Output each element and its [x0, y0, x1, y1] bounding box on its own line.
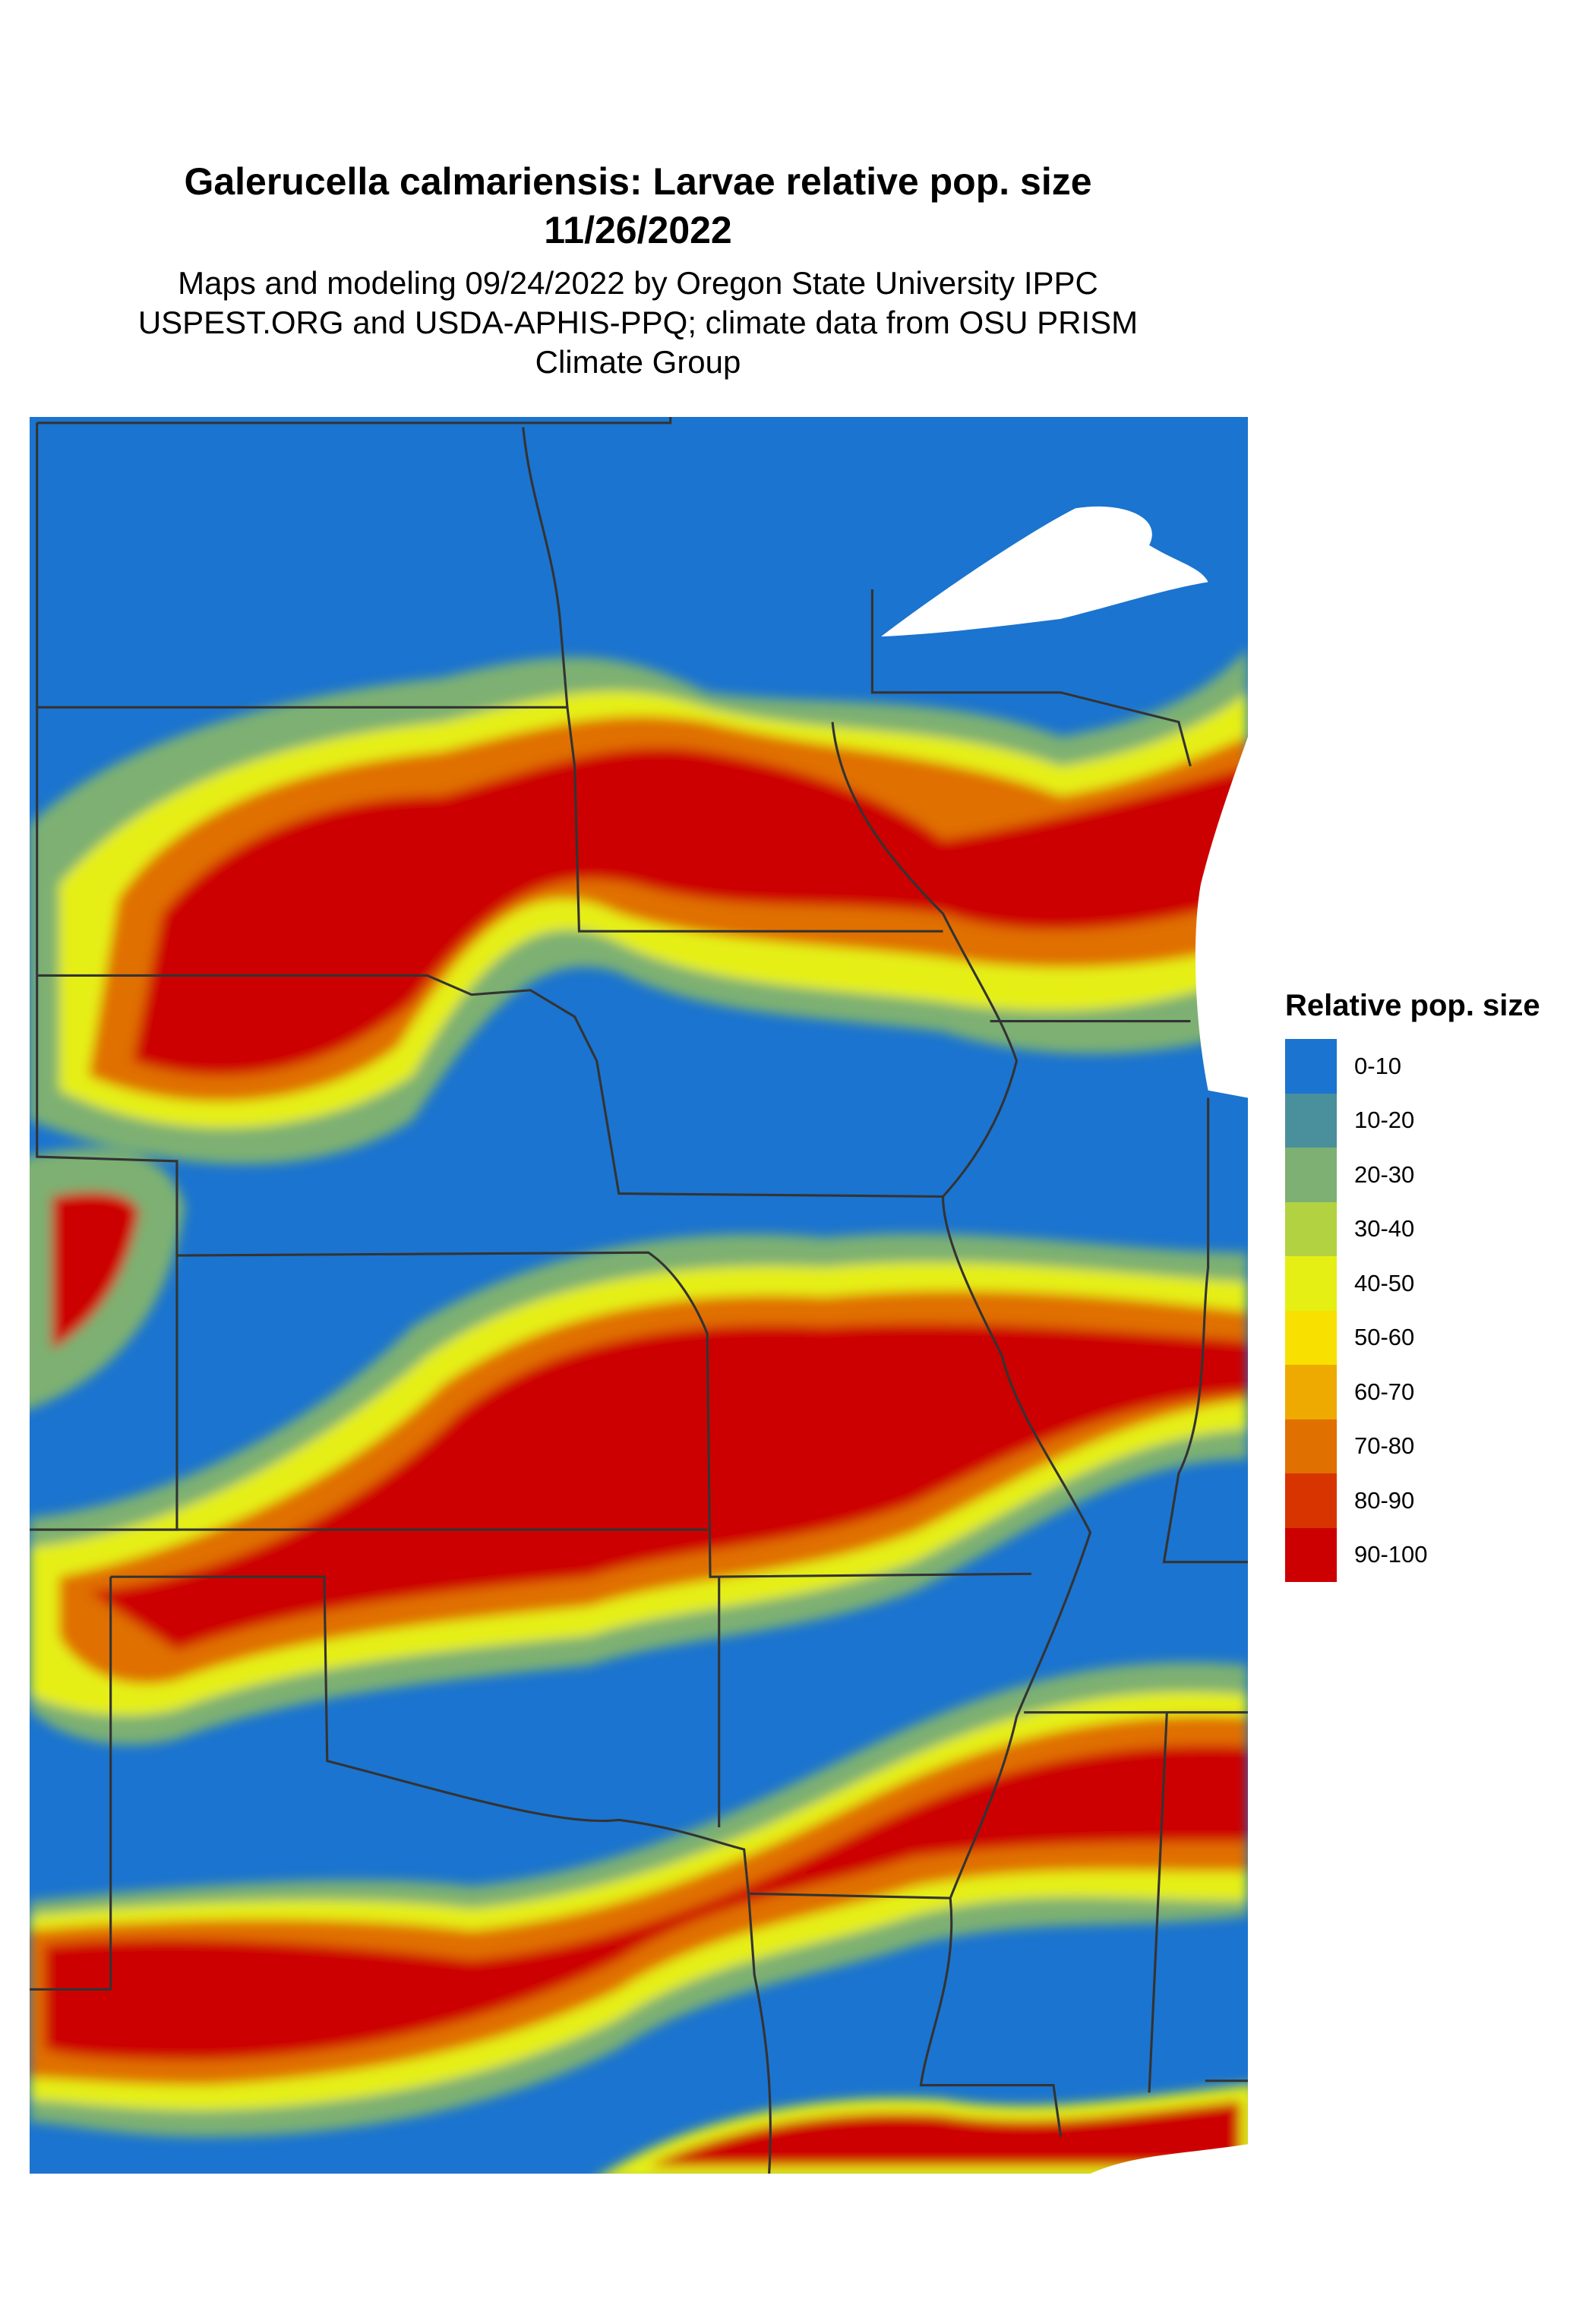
- legend-item: 70-80: [1285, 1419, 1428, 1473]
- legend-label: 90-100: [1354, 1541, 1428, 1568]
- legend-item: 40-50: [1285, 1256, 1428, 1311]
- legend-label: 60-70: [1354, 1378, 1415, 1405]
- legend-swatch: [1285, 1365, 1337, 1419]
- middle-band-core: [88, 1323, 1248, 1651]
- legend-item: 20-30: [1285, 1148, 1428, 1202]
- population-map: [30, 417, 1248, 2174]
- legend-label: 10-20: [1354, 1107, 1415, 1134]
- legend-item: 60-70: [1285, 1365, 1428, 1419]
- lake-superior: [881, 506, 1208, 637]
- legend-swatch: [1285, 1310, 1337, 1365]
- legend-swatch: [1285, 1527, 1337, 1582]
- legend-swatch: [1285, 1093, 1337, 1148]
- legend-swatch: [1285, 1473, 1337, 1528]
- subtitle-line-1: Maps and modeling 09/24/2022 by Oregon S…: [178, 265, 1098, 301]
- legend-item: 80-90: [1285, 1473, 1428, 1528]
- subtitle-line-2: USPEST.ORG and USDA-APHIS-PPQ; climate d…: [137, 305, 1139, 340]
- legend-label: 80-90: [1354, 1486, 1415, 1514]
- south-band-core: [44, 1745, 1248, 2060]
- legend-title: Relative pop. size: [1285, 989, 1540, 1022]
- legend-swatch: [1285, 1148, 1337, 1202]
- legend-label: 0-10: [1354, 1052, 1402, 1079]
- gulf-water: [1090, 2144, 1248, 2174]
- map-title: Galerucella calmariensis: Larvae relativ…: [184, 160, 1092, 203]
- legend-item: 0-10: [1285, 1039, 1428, 1094]
- legend-label: 20-30: [1354, 1160, 1415, 1188]
- legend-label: 50-60: [1354, 1324, 1415, 1351]
- legend-item: 10-20: [1285, 1093, 1428, 1148]
- west-blob: [30, 1148, 185, 1410]
- legend-label: 30-40: [1354, 1215, 1415, 1243]
- legend-swatch: [1285, 1201, 1337, 1256]
- state-borders: [30, 417, 1248, 2174]
- map-date: 11/26/2022: [544, 209, 732, 251]
- legend-swatch: [1285, 1039, 1337, 1094]
- legend-swatch: [1285, 1419, 1337, 1473]
- legend-item: 90-100: [1285, 1527, 1428, 1582]
- gulf-strip: [604, 2085, 1248, 2174]
- legend-label: 40-50: [1354, 1269, 1415, 1296]
- legend-swatch: [1285, 1256, 1337, 1311]
- lake-michigan: [1195, 737, 1248, 1098]
- legend: 0-10 10-20 20-30 30-40 40-50 50-60 60-70 70-80 8…: [1285, 1039, 1428, 1582]
- subtitle-line-3: Climate Group: [535, 344, 741, 380]
- north-band-core: [132, 747, 1248, 1075]
- legend-item: 50-60: [1285, 1310, 1428, 1365]
- legend-label: 70-80: [1354, 1432, 1415, 1460]
- legend-item: 30-40: [1285, 1201, 1428, 1256]
